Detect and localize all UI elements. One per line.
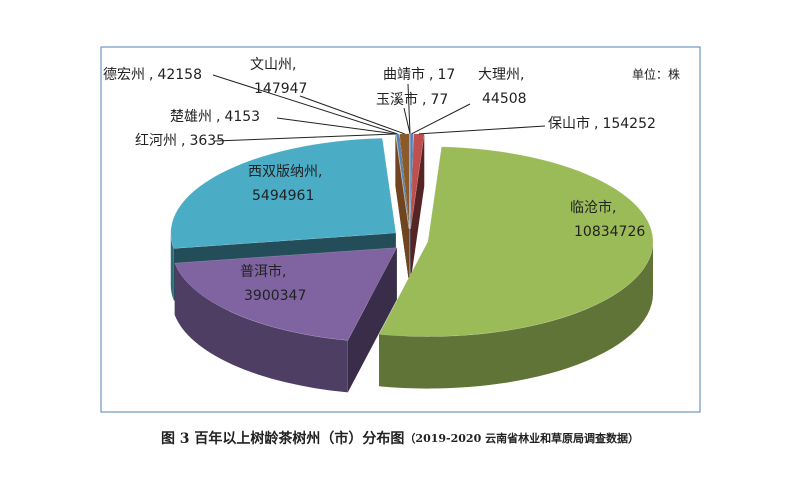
label-category: 大理州 [478, 67, 520, 83]
label-category: 玉溪市 [376, 91, 418, 108]
label-separator: , [216, 109, 220, 125]
caption: 图 3 百年以上树龄茶树州（市）分布图（2019-2020 云南省林业和草原局调… [161, 430, 639, 447]
value-label: 10834726 [574, 224, 645, 240]
label-separator: , [422, 92, 426, 108]
label-separator: , [181, 133, 185, 149]
data-label: 楚雄州,4153 [170, 109, 260, 125]
label-separator: , [429, 67, 433, 83]
label-separator: , [318, 164, 322, 180]
label-category: 楚雄州 [170, 109, 212, 125]
label-separator: , [612, 200, 616, 216]
label-category: 保山市 [548, 115, 590, 132]
data-label: 德宏州,42158 [103, 67, 202, 83]
value-label: 4153 [224, 109, 260, 125]
label-category: 德宏州 [103, 67, 145, 83]
value-label: 42158 [157, 67, 202, 83]
value-label: 3635 [189, 133, 225, 149]
data-label: 红河州,3635 [135, 133, 225, 149]
label-category: 普洱市 [240, 263, 282, 280]
value-label: 17 [437, 67, 455, 83]
value-label: 5494961 [252, 188, 314, 204]
value-label: 44508 [482, 91, 527, 107]
data-label: 曲靖市,17 [383, 66, 455, 83]
label-category: 临沧市 [570, 199, 612, 216]
caption-source: （2019-2020 云南省林业和草原局调查数据） [404, 431, 639, 445]
label-separator: , [282, 264, 286, 280]
value-label: 77 [430, 92, 448, 108]
value-label: 154252 [602, 116, 655, 132]
label-separator: , [520, 67, 524, 83]
label-category: 红河州 [135, 133, 177, 149]
data-label: 玉溪市,77 [376, 91, 448, 108]
label-separator: , [149, 67, 153, 83]
data-label: 保山市,154252 [548, 115, 656, 132]
unit-label: 单位：株 [632, 67, 680, 82]
caption-title: 图 3 百年以上树龄茶树州（市）分布图 [161, 430, 405, 447]
value-label: 3900347 [244, 288, 306, 304]
label-category: 文山州 [250, 57, 292, 73]
label-category: 西双版纳州 [248, 164, 318, 180]
label-separator: , [292, 57, 296, 73]
value-label: 147947 [254, 81, 307, 97]
label-separator: , [594, 116, 598, 132]
label-category: 曲靖市 [383, 66, 425, 83]
